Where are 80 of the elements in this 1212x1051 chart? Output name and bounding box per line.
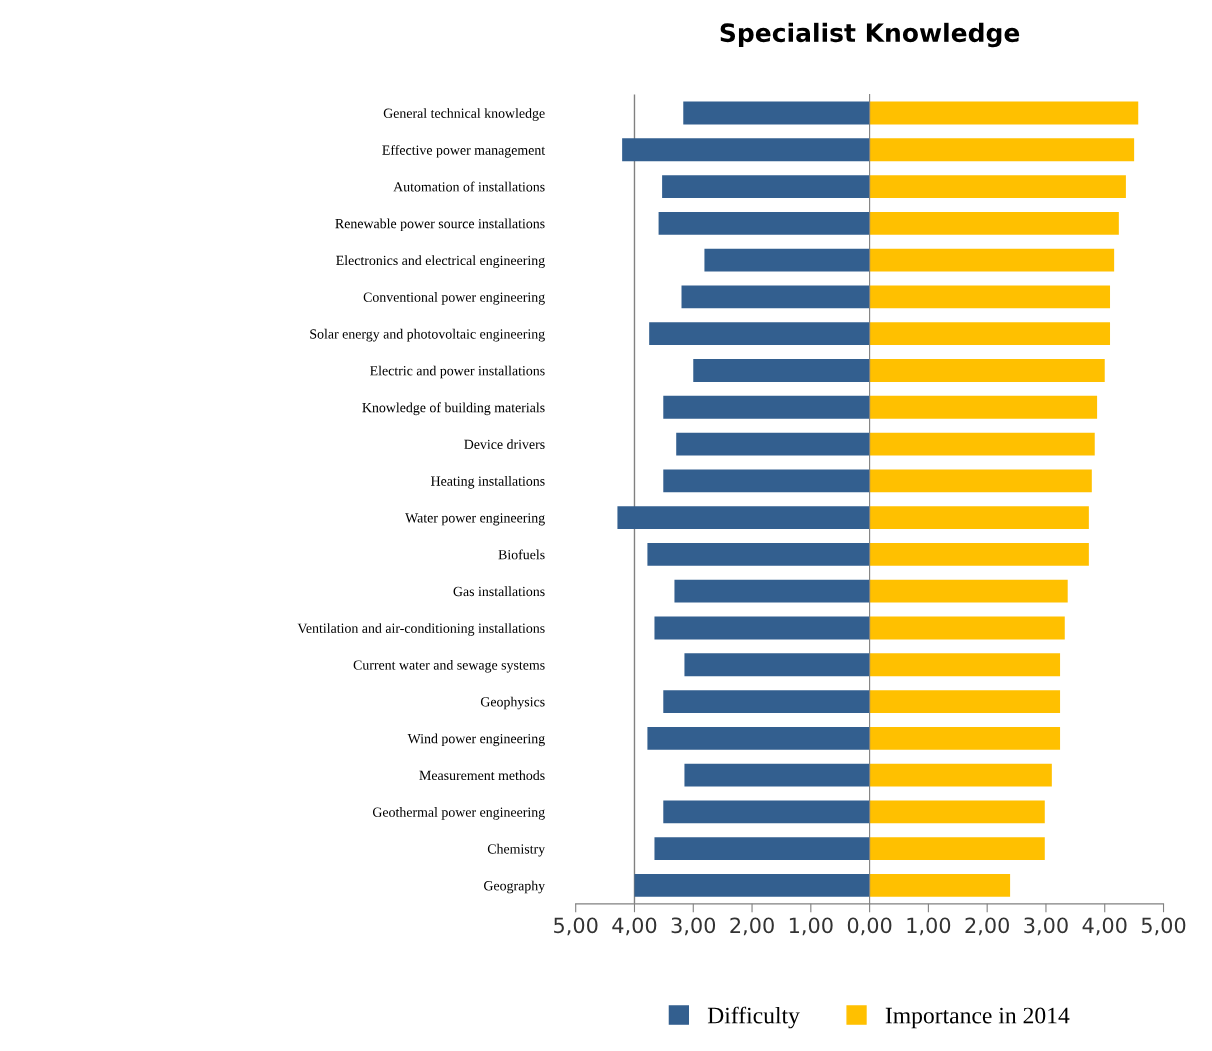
bar — [869, 395, 1098, 419]
bar — [684, 653, 870, 677]
y-tick-label: Renewable power source installations — [335, 218, 545, 232]
bar — [704, 248, 870, 272]
bar — [617, 506, 870, 530]
bar — [869, 285, 1111, 309]
y-tick-label: Wind power engineering — [407, 733, 545, 747]
bar — [869, 248, 1115, 272]
bar — [681, 285, 870, 309]
bar — [674, 579, 870, 603]
bar — [649, 322, 870, 346]
bar — [869, 211, 1119, 235]
bar — [647, 543, 870, 566]
x-tick-label: 5,00 — [554, 917, 598, 936]
x-tick-label: 0,00 — [847, 917, 892, 936]
legend-label: Difficulty — [707, 1006, 800, 1029]
bar — [869, 101, 1139, 125]
y-tick-label: Effective power management — [382, 144, 546, 158]
bar — [663, 800, 870, 824]
y-tick-label: Solar energy and photovoltaic engineering — [310, 328, 545, 342]
x-tick-label: 1,00 — [789, 917, 833, 936]
y-tick-label: Gas installations — [453, 586, 545, 597]
bar — [869, 579, 1068, 603]
bar — [663, 395, 870, 419]
bar — [869, 726, 1061, 750]
y-tick-label: Geophysics — [480, 696, 545, 710]
bar — [654, 837, 870, 861]
legend-label: Importance in 2014 — [885, 1007, 1070, 1029]
bar — [869, 690, 1061, 713]
y-tick-label: Chemistry — [487, 843, 546, 857]
y-tick-label: Heating installations — [430, 476, 545, 489]
x-tick-label: 3,00 — [1024, 917, 1068, 936]
y-tick-label: Current water and sewage systems — [353, 659, 545, 673]
y-tick-label: General technical knowledge — [383, 108, 545, 121]
bar — [869, 653, 1061, 677]
x-tick-label: 2,00 — [730, 917, 774, 936]
bar — [869, 837, 1045, 861]
bar — [676, 432, 870, 456]
bar — [684, 763, 870, 787]
y-tick-label: Geothermal power engineering — [372, 807, 545, 820]
bar — [693, 359, 870, 382]
y-tick-label: Ventilation and air-conditioning installations — [297, 623, 545, 636]
bar — [869, 432, 1095, 456]
bar — [869, 543, 1089, 566]
bar — [654, 616, 870, 640]
bar — [683, 101, 870, 125]
x-tick-label: 5,00 — [1141, 917, 1186, 936]
bar — [869, 616, 1065, 640]
bar — [622, 138, 870, 162]
x-tick-label: 3,00 — [671, 917, 716, 936]
bar — [869, 763, 1052, 787]
bar — [658, 211, 870, 235]
y-tick-label: Water power engineering — [405, 513, 545, 526]
y-tick-label: Electronics and electrical engineering — [336, 255, 545, 268]
bar — [869, 800, 1045, 824]
bar — [869, 359, 1105, 382]
y-tick-label: Conventional power engineering — [363, 292, 545, 305]
bar — [647, 726, 870, 750]
x-tick-label: 2,00 — [965, 917, 1009, 936]
bar — [869, 469, 1092, 493]
y-tick-label: Device drivers — [464, 439, 545, 449]
bar — [662, 175, 870, 198]
x-tick-label: 1,00 — [907, 917, 951, 936]
bar — [663, 690, 870, 713]
bar — [869, 175, 1126, 198]
bar — [869, 874, 1011, 897]
bar — [869, 138, 1135, 162]
bar — [869, 322, 1111, 346]
y-tick-label: Electric and power installations — [370, 365, 545, 379]
x-tick-label: 4,00 — [1082, 917, 1127, 936]
x-tick-label: 4,00 — [612, 917, 657, 936]
bar — [663, 469, 870, 493]
y-tick-label: Geography — [484, 880, 546, 894]
bar — [634, 874, 870, 897]
y-tick-label: Biofuels — [498, 549, 545, 560]
chart-title: Specialist Knowledge — [720, 22, 1020, 48]
y-tick-label: Measurement methods — [419, 770, 545, 781]
bar — [869, 506, 1089, 530]
y-tick-label: Automation of installations — [393, 181, 545, 192]
y-tick-label: Knowledge of building materials — [362, 402, 545, 416]
